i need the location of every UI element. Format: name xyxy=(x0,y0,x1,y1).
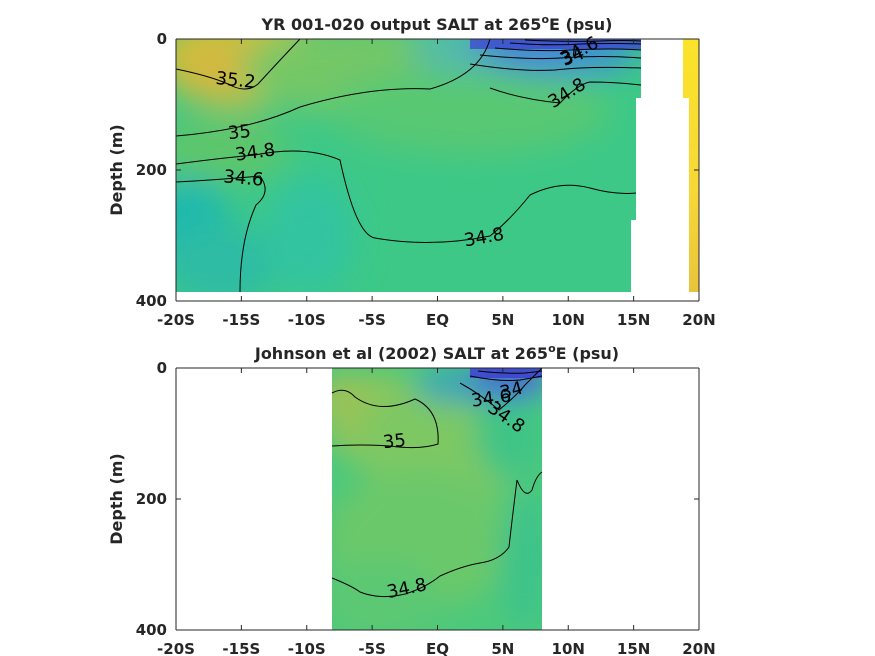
y-tick-label: 400 xyxy=(136,292,167,310)
y-tick-label: 0 xyxy=(157,30,167,48)
contour-line-35-2 xyxy=(175,38,301,90)
y-ticks-observations: 0 200 400 xyxy=(136,359,699,639)
x-tick-label: -10S xyxy=(288,640,326,656)
x-tick-label: 20N xyxy=(682,311,715,329)
x-tick-label: 15N xyxy=(617,311,650,329)
x-tick-label: -5S xyxy=(358,640,385,656)
x-tick-label: -20S xyxy=(157,640,195,656)
contour-line-north-4 xyxy=(509,42,642,46)
contour-lines-model xyxy=(175,38,642,293)
x-tick-label: 5N xyxy=(491,311,514,329)
y-tick-label: 400 xyxy=(136,621,167,639)
panel-model: YR 001-020 output SALT at 265oE (psu) xyxy=(107,13,716,329)
x-tick-label: -15S xyxy=(222,311,260,329)
y-axis-label-model: Depth (m) xyxy=(107,124,126,216)
contour-line-34-8 xyxy=(175,150,637,244)
x-tick-label: -5S xyxy=(358,311,385,329)
x-tick-label: EQ xyxy=(426,311,449,329)
y-tick-label: 200 xyxy=(136,161,167,179)
x-tick-label: 15N xyxy=(617,640,650,656)
contour-line-north-2 xyxy=(477,370,543,374)
x-tick-label: 5N xyxy=(491,640,514,656)
contour-line-35 xyxy=(331,389,439,449)
x-tick-label: EQ xyxy=(426,640,449,656)
x-tick-label: 10N xyxy=(552,311,585,329)
contour-label: 34.6 xyxy=(223,166,265,190)
contour-line-north-3 xyxy=(494,47,642,52)
y-tick-label: 200 xyxy=(136,490,167,508)
x-tick-label: -10S xyxy=(288,311,326,329)
contour-line-35 xyxy=(175,38,491,137)
x-ticks-observations: -20S -15S -10S -5S EQ 5N 10N 15N 20N xyxy=(157,368,716,656)
chart-title-observations: Johnson et al (2002) SALT at 265oE (psu) xyxy=(254,342,619,363)
contour-line-34-6 xyxy=(175,175,266,293)
salinity-field-observations xyxy=(332,368,542,630)
x-tick-label: -20S xyxy=(157,311,195,329)
contour-line-north-1 xyxy=(469,375,543,381)
contour-label: 35 xyxy=(382,430,407,453)
salinity-field-model xyxy=(176,39,641,292)
y-axis-label-observations: Depth (m) xyxy=(107,453,126,545)
contour-line-north-1 xyxy=(469,63,642,71)
contour-line-north-2 xyxy=(479,54,642,60)
y-tick-label: 0 xyxy=(157,359,167,377)
panel-observations: Johnson et al (2002) SALT at 265oE (psu) xyxy=(107,342,716,656)
axes-model: -20S -15S -10S -5S EQ 5N 10N 15N 20N 0 200 400 xyxy=(136,30,716,329)
contour-line-34-8-north xyxy=(489,81,642,104)
axes-observations: -20S -15S -10S -5S EQ 5N 10N 15N 20N 0 200 400 xyxy=(136,359,716,656)
x-ticks-model: -20S -15S -10S -5S EQ 5N 10N 15N 20N xyxy=(157,39,716,329)
contour-line-north-5 xyxy=(524,39,642,42)
contour-line-34-8-north xyxy=(459,367,543,411)
contour-line-34-8 xyxy=(331,471,543,598)
contour-lines-observations xyxy=(331,367,543,598)
contour-label: 35.2 xyxy=(215,68,257,93)
contour-label: 35 xyxy=(227,121,252,144)
x-tick-label: 20N xyxy=(682,640,715,656)
x-tick-label: 10N xyxy=(552,640,585,656)
x-tick-label: -15S xyxy=(222,640,260,656)
chart-title-model: YR 001-020 output SALT at 265oE (psu) xyxy=(261,13,613,34)
y-ticks-model: 0 200 400 xyxy=(136,30,699,310)
